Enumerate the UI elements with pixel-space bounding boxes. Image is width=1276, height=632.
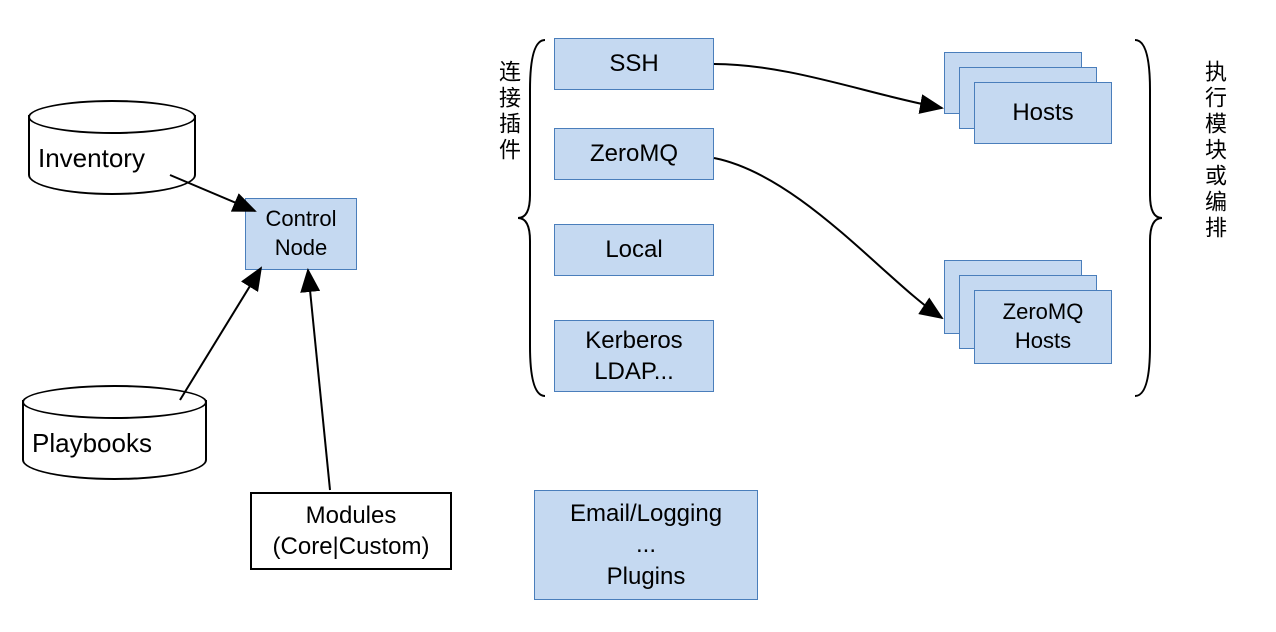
arrow-zeromq-zmqhosts [714,158,942,318]
ssh-box: SSH [554,38,714,90]
brace-right [1135,40,1162,396]
exec-module-label: 执行模块或编排 [1198,60,1230,242]
connect-plugins-label: 连接插件 [492,60,524,164]
arrow-modules-control [308,270,330,490]
arrow-ssh-hosts [714,64,942,108]
inventory-label: Inventory [30,143,194,174]
zeromq-box: ZeroMQ [554,128,714,180]
inventory-cylinder: Inventory [28,115,196,195]
kerberos-box: Kerberos LDAP... [554,320,714,392]
hosts-stack-front: Hosts [974,82,1112,144]
plugins-box: Email/Logging ... Plugins [534,490,758,600]
arrow-playbooks-control [180,268,261,400]
modules-box: Modules (Core|Custom) [250,492,452,570]
zmqhosts-stack-front: ZeroMQ Hosts [974,290,1112,364]
control-node-box: Control Node [245,198,357,270]
playbooks-label: Playbooks [24,428,205,459]
local-box: Local [554,224,714,276]
playbooks-cylinder: Playbooks [22,400,207,480]
